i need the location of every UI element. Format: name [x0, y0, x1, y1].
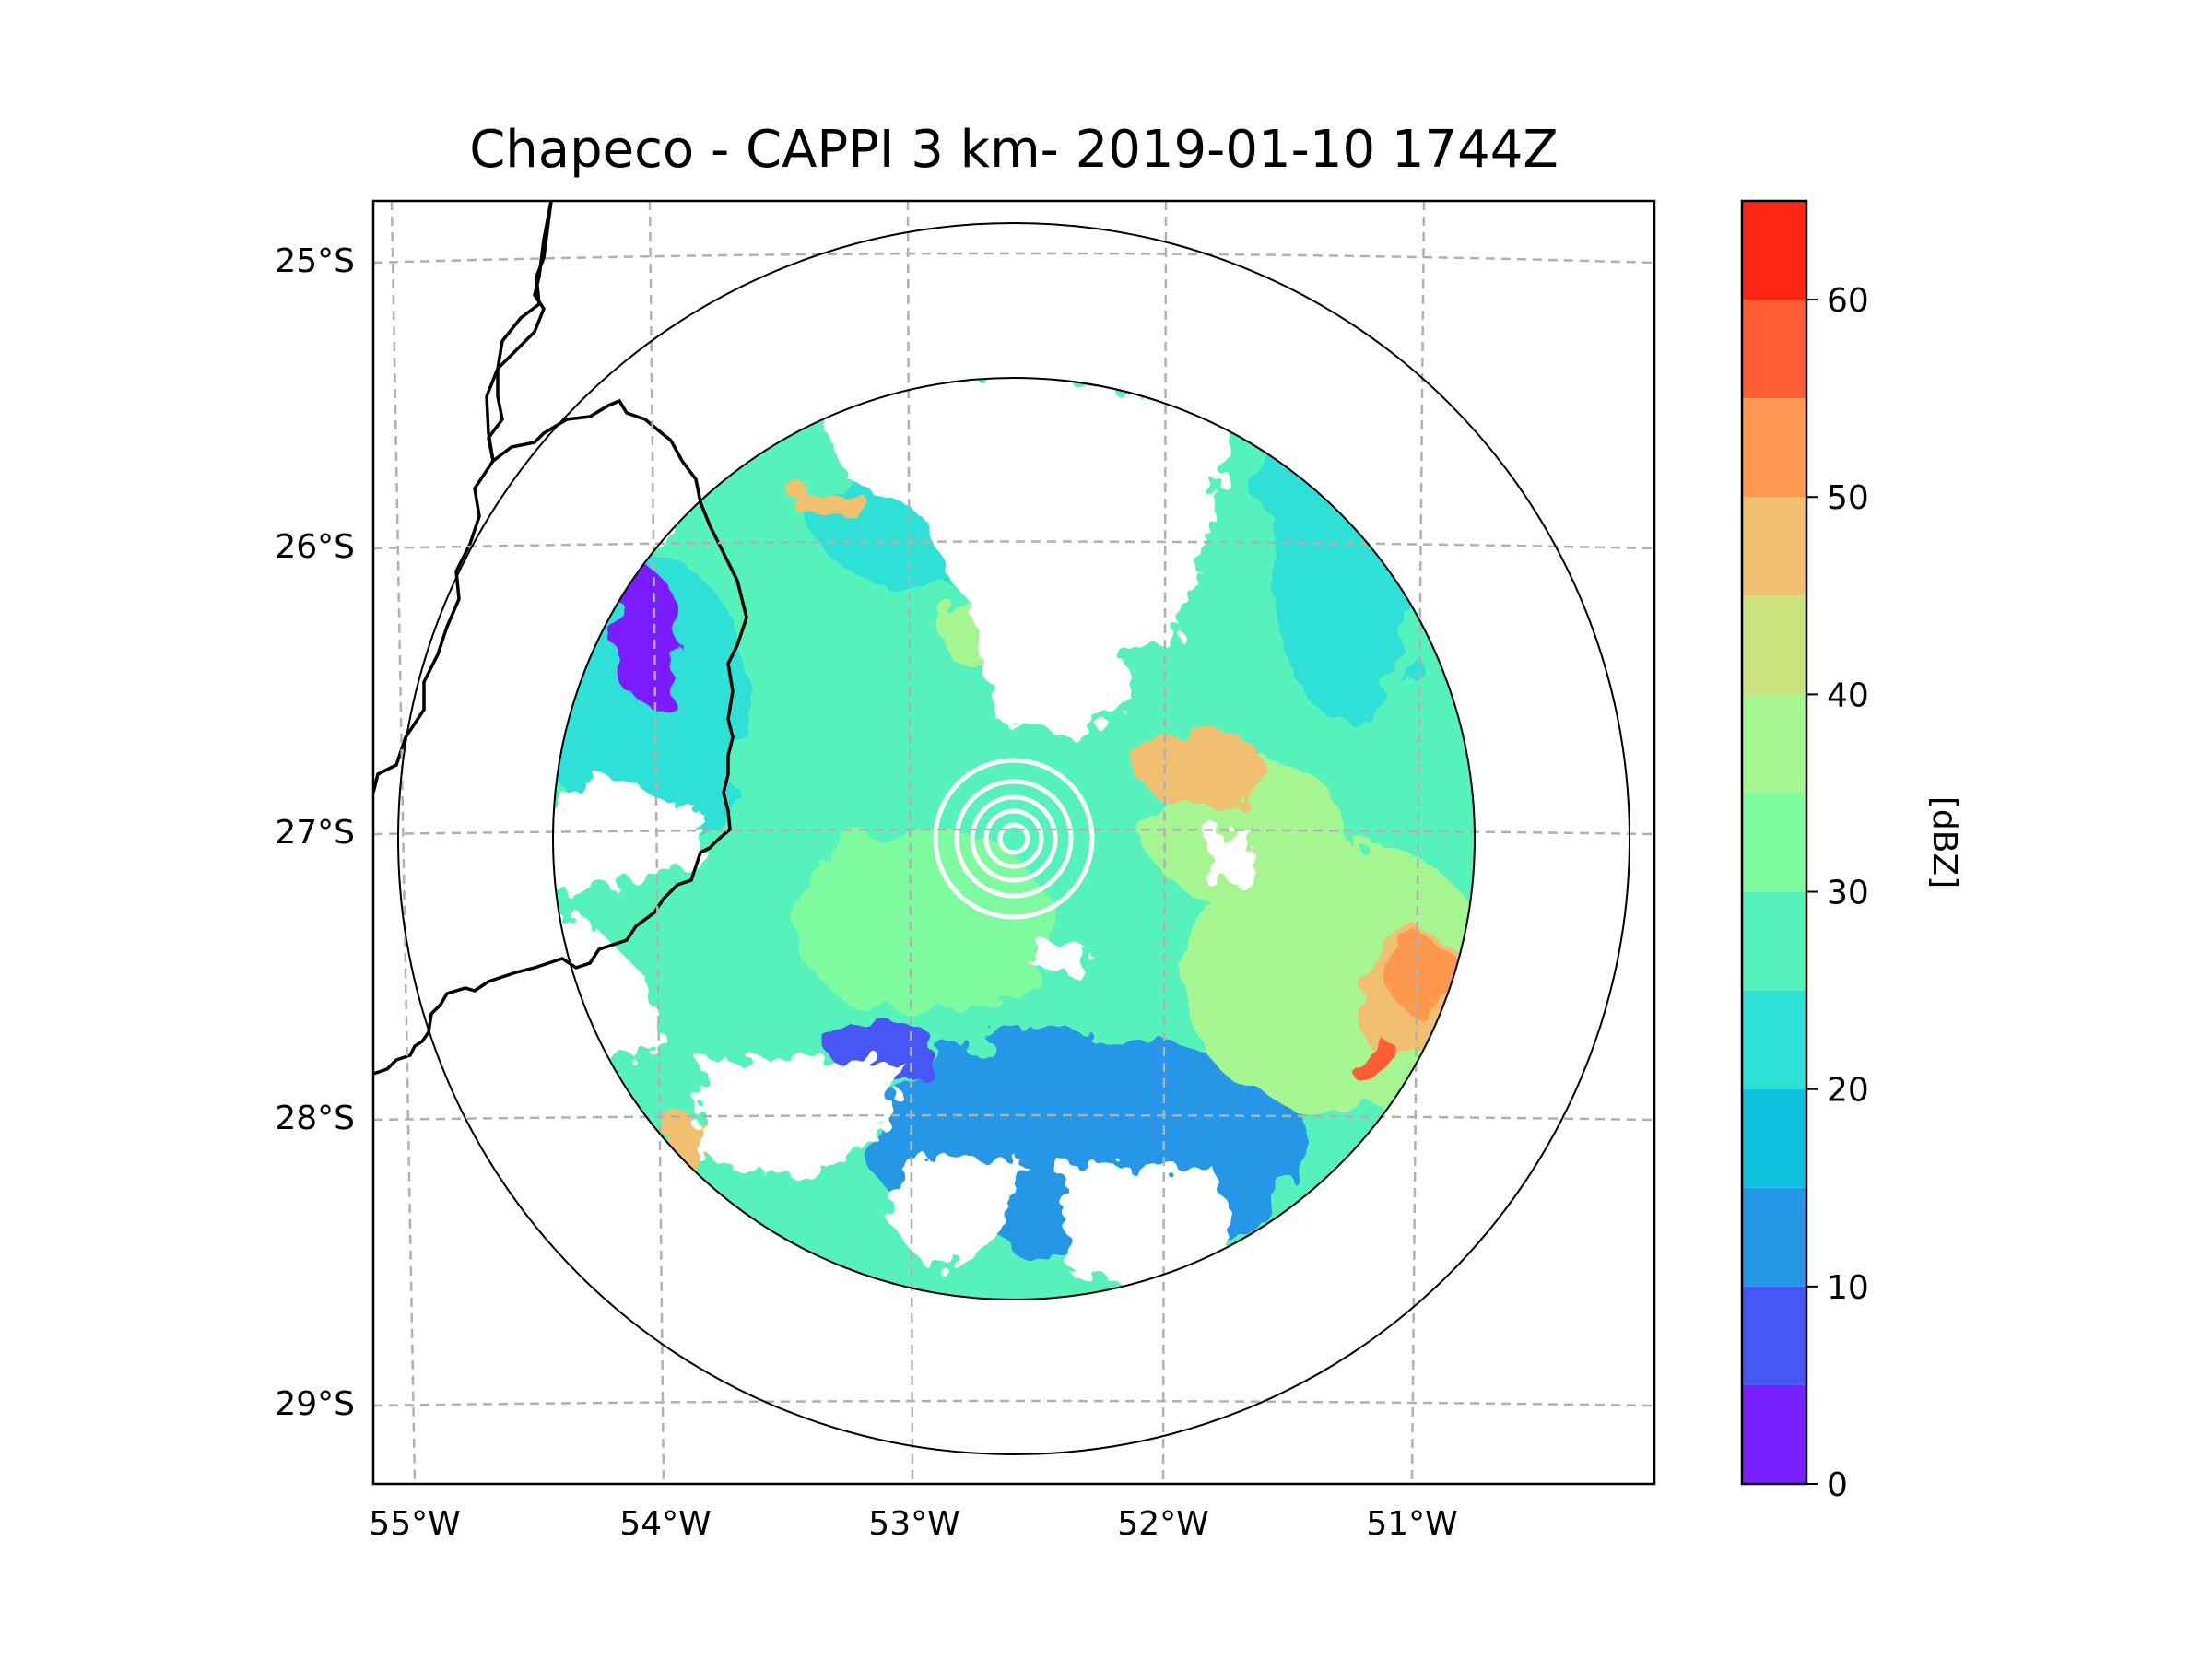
colorbar-swatch [1742, 990, 1806, 1089]
lon-label: 52°W [1117, 1505, 1208, 1543]
colorbar-frame [1740, 199, 1808, 1486]
colorbar-swatch [1742, 300, 1806, 399]
colorbar-tick-label: 40 [1827, 677, 1869, 714]
chart-title: Chapeco - CAPPI 3 km- 2019-01-10 1744Z [469, 120, 1559, 180]
lon-tick-labels: 55°W 54°W 53°W 52°W 51°W [369, 1505, 1457, 1543]
colorbar-tick-label: 10 [1827, 1269, 1869, 1307]
colorbar-swatch [1742, 595, 1806, 695]
lon-label: 51°W [1366, 1505, 1457, 1543]
lon-label: 54°W [619, 1505, 711, 1543]
inner-range-ring [552, 377, 1476, 1300]
map-axes [371, 199, 1656, 1486]
colorbar-swatch [1742, 497, 1806, 596]
lat-label: 26°S [275, 528, 355, 566]
lat-label: 29°S [275, 1385, 355, 1423]
colorbar-swatch [1742, 398, 1806, 498]
outer-range-ring [397, 222, 1630, 1455]
colorbar-ticks: 0 10 20 30 40 50 60 [1806, 282, 1869, 1504]
lat-label: 28°S [275, 1100, 355, 1137]
radar-center-rings [933, 758, 1095, 920]
lon-label: 55°W [369, 1505, 460, 1543]
lat-label: 27°S [275, 814, 355, 852]
gridlines [373, 201, 1654, 1484]
map-frame [371, 199, 1656, 1486]
lat-tick-labels: 25°S 26°S 27°S 28°S 29°S [275, 242, 355, 1423]
colorbar-label: [dBZ] [1925, 796, 1963, 888]
colorbar-swatch [1742, 1286, 1806, 1385]
colorbar-tick-label: 0 [1827, 1466, 1848, 1504]
colorbar-swatch [1742, 694, 1806, 794]
country-borders [373, 201, 748, 1076]
lon-label: 53°W [868, 1505, 959, 1543]
colorbar-swatch [1742, 1384, 1806, 1484]
colorbar-swatches [1742, 201, 1806, 1484]
colorbar-tick-label: 30 [1827, 875, 1869, 912]
lat-label: 25°S [275, 242, 355, 280]
colorbar-tick-label: 20 [1827, 1072, 1869, 1110]
colorbar-swatch [1742, 201, 1806, 300]
colorbar-swatch [1742, 891, 1806, 991]
reflectivity-field [553, 378, 1475, 1300]
colorbar-swatch [1742, 1088, 1806, 1188]
colorbar-swatch [1742, 793, 1806, 892]
colorbar-tick-label: 60 [1827, 282, 1869, 320]
colorbar-tick-label: 50 [1827, 479, 1869, 517]
colorbar-swatch [1742, 1187, 1806, 1287]
colorbar: 0 10 20 30 40 50 60 [dBZ] [1740, 199, 1963, 1504]
